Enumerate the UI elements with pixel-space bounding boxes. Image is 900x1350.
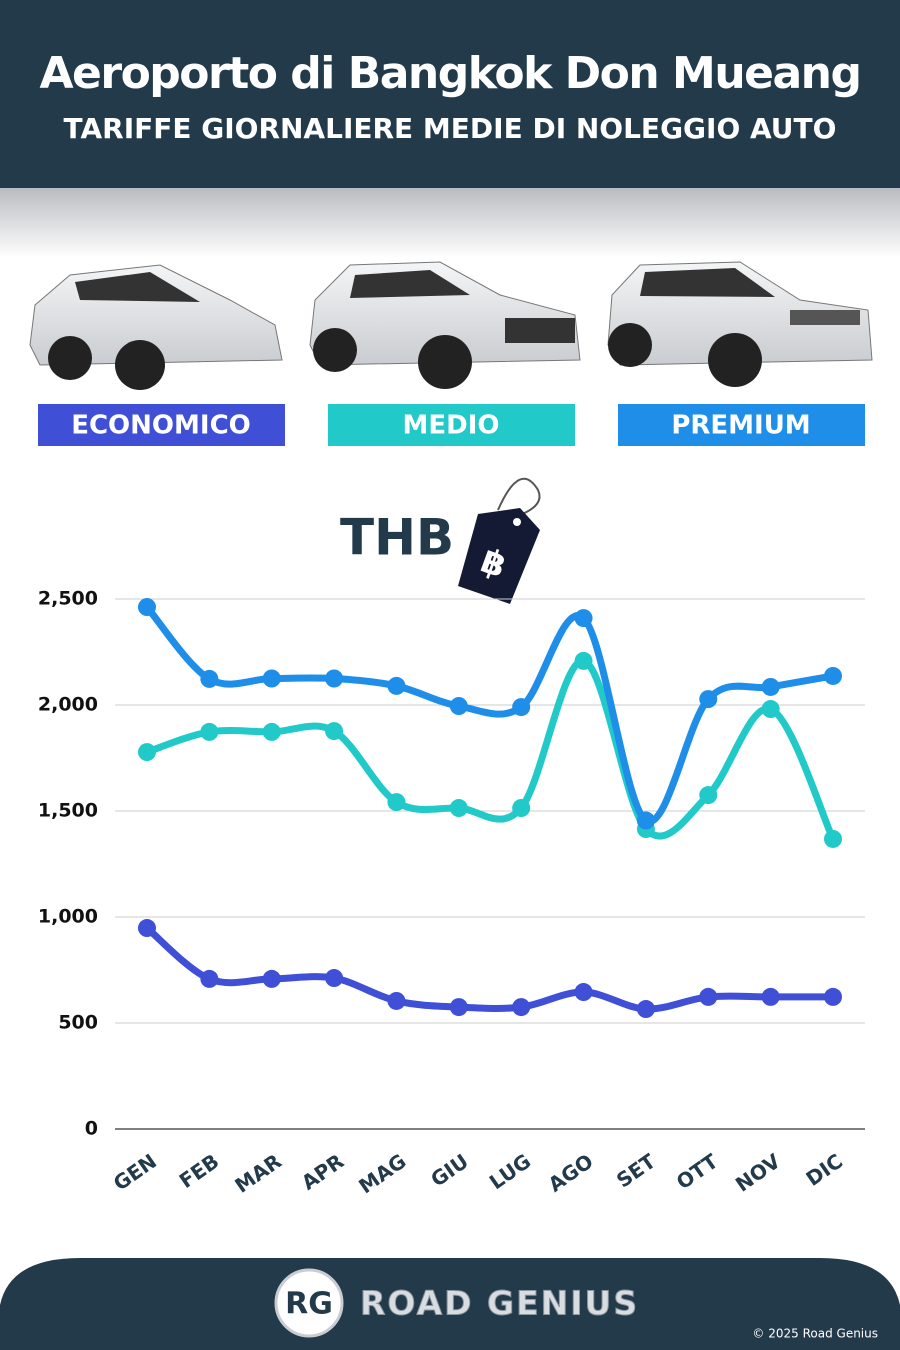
data-point: [824, 829, 842, 848]
unit-label: THB: [340, 509, 454, 567]
data-point: [387, 793, 406, 812]
legend-swatch: [328, 404, 575, 446]
data-point: [138, 919, 156, 938]
car-medio: [309, 261, 581, 389]
data-point: [138, 598, 156, 617]
data-point: [262, 969, 281, 988]
car-economico: [29, 264, 283, 390]
data-point: [512, 998, 531, 1017]
data-point: [387, 991, 406, 1010]
car-premium: [607, 261, 873, 387]
legend-label: ECONOMICO: [71, 411, 251, 441]
data-point: [574, 983, 593, 1002]
x-tick-label: GEN: [109, 1149, 161, 1196]
series-line: [143, 924, 837, 1013]
data-point: [824, 987, 842, 1006]
data-point: [325, 669, 344, 688]
data-point: [200, 969, 219, 988]
data-point: [387, 676, 406, 695]
data-point: [262, 722, 281, 741]
data-point: [138, 743, 156, 762]
header-shadow: [0, 188, 900, 258]
data-point: [325, 969, 344, 988]
data-point: [262, 669, 281, 688]
x-tick-label: LUG: [485, 1149, 535, 1194]
legend-swatch: [38, 404, 285, 446]
data-point: [449, 799, 468, 818]
data-point: [449, 998, 468, 1017]
legend-swatch: [618, 404, 865, 446]
data-point: [699, 690, 718, 709]
data-point: [636, 811, 655, 830]
x-tick-label: MAG: [354, 1149, 410, 1198]
series-line: [143, 657, 837, 843]
legend-label: MEDIO: [403, 411, 500, 441]
data-point: [699, 786, 718, 805]
x-tick-label: APR: [297, 1149, 348, 1195]
data-point: [200, 669, 219, 688]
legend-label: PREMIUM: [671, 411, 810, 441]
data-point: [512, 698, 531, 717]
data-point: [449, 697, 468, 716]
currency-tag: [458, 477, 541, 604]
x-tick-label: AGO: [544, 1149, 598, 1197]
x-tick-label: MAR: [230, 1149, 285, 1198]
data-point: [699, 987, 718, 1006]
footer-band: [0, 1258, 900, 1350]
y-tick-label: 2,500: [38, 588, 98, 610]
copyright: © 2025 Road Genius: [752, 1327, 878, 1341]
data-point: [761, 677, 780, 696]
title: Aeroporto di Bangkok Don Mueang: [39, 48, 860, 99]
x-tick-label: OTT: [672, 1149, 723, 1195]
data-point: [824, 666, 842, 685]
x-tick-label: FEB: [175, 1149, 224, 1193]
data-point: [761, 987, 780, 1006]
logo-circle: [274, 1268, 344, 1338]
y-tick-label: 500: [58, 1012, 98, 1034]
data-point: [574, 651, 593, 670]
header-band: [0, 0, 900, 188]
x-tick-label: SET: [612, 1149, 660, 1193]
x-tick-label: DIC: [802, 1149, 847, 1191]
data-point: [325, 722, 344, 741]
x-tick-label: GIU: [426, 1149, 473, 1192]
subtitle: TARIFFE GIORNALIERE MEDIE DI NOLEGGIO AU…: [64, 112, 837, 145]
series-line: [143, 603, 837, 826]
y-tick-label: 2,000: [38, 694, 98, 716]
data-point: [512, 799, 531, 818]
y-tick-label: 0: [85, 1118, 98, 1140]
data-point: [200, 722, 219, 741]
logo: RG: [285, 1287, 333, 1322]
brand: ROAD GENIUS: [360, 1284, 639, 1323]
x-tick-label: NOV: [731, 1149, 785, 1197]
y-tick-label: 1,500: [38, 800, 98, 822]
y-tick-label: 1,000: [38, 906, 98, 928]
data-point: [636, 1000, 655, 1019]
data-point: [574, 609, 593, 628]
data-point: [761, 700, 780, 719]
